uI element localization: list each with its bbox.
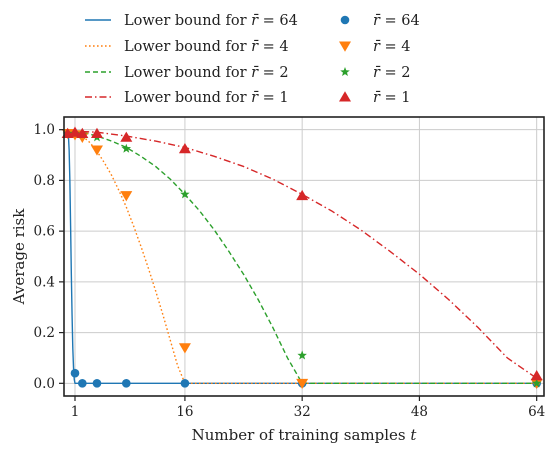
x-tick-label: 1: [71, 404, 80, 420]
point-rbar-4: [178, 343, 191, 354]
legend-marker-rbar-4: [339, 41, 351, 52]
legend-label-points-rbar-4: r̄ = 4: [373, 39, 411, 55]
x-tick-label: 16: [176, 404, 193, 420]
y-axis-title: Average risk: [10, 208, 28, 306]
y-tick-label: 0.6: [34, 224, 55, 240]
legend-label-bound-rbar-1: Lower bound for r̄ = 1: [124, 90, 289, 106]
point-rbar-2: [180, 189, 190, 199]
legend-label-bound-rbar-4: Lower bound for r̄ = 4: [124, 39, 289, 55]
bound-line-rbar-4: [67, 130, 537, 385]
legend-label-bound-rbar-4-value: = 4: [258, 39, 289, 55]
legend-label-points-rbar-2-var: r̄: [373, 65, 381, 81]
point-rbar-4: [90, 145, 103, 156]
point-rbar-2: [297, 350, 307, 360]
legend-label-bound-rbar-64-var: r̄: [251, 13, 259, 29]
x-axis-title-text: Number of training samples: [192, 426, 411, 444]
plot-frame: [63, 116, 545, 397]
legend-label-bound-rbar-2-text: Lower bound for: [124, 65, 251, 81]
x-tick-label: 48: [411, 404, 428, 420]
point-rbar-4: [296, 378, 309, 390]
legend-label-bound-rbar-2: Lower bound for r̄ = 2: [124, 65, 289, 81]
ticks: 1 16 32 48 64 0.0 0.2 0.4 0.6 0.8 1.0: [34, 122, 546, 420]
bound-line-rbar-1: [67, 130, 538, 379]
legend-label-bound-rbar-64-value: = 64: [258, 13, 298, 29]
legend-label-bound-rbar-1-text: Lower bound for: [124, 90, 251, 106]
point-rbar-1: [120, 131, 133, 142]
point-rbar-64: [78, 379, 87, 388]
legend-marker-rbar-2: [340, 67, 350, 77]
plot-series: [61, 126, 543, 390]
point-rbar-4: [120, 191, 133, 202]
legend-label-points-rbar-2: r̄ = 2: [373, 65, 411, 81]
legend-label-points-rbar-1: r̄ = 1: [373, 90, 411, 106]
legend-label-bound-rbar-1-value: = 1: [258, 90, 289, 106]
y-tick-label: 0.4: [34, 274, 55, 290]
legend-label-bound-rbar-4-text: Lower bound for: [124, 39, 251, 55]
bound-lines: [66, 129, 538, 385]
legend-label-bound-rbar-2-value: = 2: [258, 65, 289, 81]
legend-label-bound-rbar-1-var: r̄: [251, 90, 259, 106]
legend-label-bound-rbar-2-var: r̄: [251, 65, 259, 81]
x-tick-label: 32: [294, 404, 311, 420]
bound-line-rbar-2: [67, 130, 537, 385]
legend-label-bound-rbar-64-text: Lower bound for: [124, 13, 251, 29]
legend-label-bound-rbar-64: Lower bound for r̄ = 64: [124, 13, 298, 29]
legend-label-points-rbar-4-value: = 4: [380, 39, 411, 55]
legend-marker-rbar-1: [339, 91, 351, 102]
legend-label-points-rbar-64: r̄ = 64: [373, 13, 420, 29]
y-tick-label: 0.2: [34, 325, 55, 341]
point-rbar-1: [296, 189, 309, 201]
point-rbar-2: [531, 378, 542, 388]
x-axis-title: Number of training samples t: [192, 426, 418, 444]
x-tick-label: 64: [528, 404, 545, 420]
point-rbar-64: [70, 368, 80, 378]
point-rbar-1: [76, 127, 89, 138]
point-rbar-1: [68, 126, 81, 137]
legend-marker-rbar-64: [340, 15, 350, 25]
y-tick-label: 0.0: [34, 376, 55, 392]
point-rbar-64: [180, 379, 190, 388]
observed-points: [61, 126, 543, 390]
legend-label-points-rbar-64-var: r̄: [373, 13, 381, 29]
point-rbar-64: [121, 379, 131, 388]
legend-label-points-rbar-2-value: = 2: [380, 65, 411, 81]
bound-line-rbar-64: [66, 129, 537, 385]
x-axis-title-var: t: [410, 426, 417, 444]
legend-label-points-rbar-1-var: r̄: [373, 90, 381, 106]
legend-label-points-rbar-64-value: = 64: [380, 13, 420, 29]
point-rbar-2: [121, 143, 132, 153]
legend-label-bound-rbar-4-var: r̄: [251, 39, 259, 55]
point-rbar-1: [530, 370, 543, 381]
legend-label-points-rbar-1-value: = 1: [380, 90, 411, 106]
point-rbar-1: [90, 127, 103, 138]
legend-label-points-rbar-4-var: r̄: [373, 39, 381, 55]
point-rbar-1: [178, 143, 191, 154]
point-rbar-64: [92, 379, 102, 388]
y-tick-label: 1.0: [34, 122, 55, 138]
y-tick-label: 0.8: [34, 173, 55, 189]
